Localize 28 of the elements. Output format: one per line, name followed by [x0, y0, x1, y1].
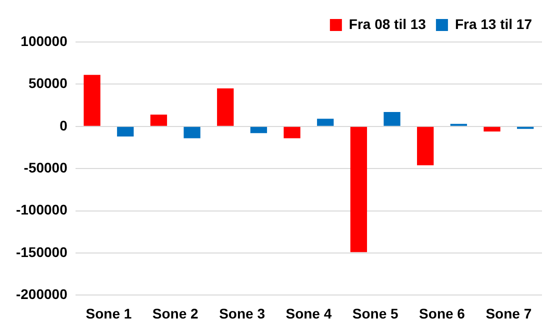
x-tick-label: Sone 5 — [352, 305, 399, 322]
bar — [317, 118, 334, 126]
bar — [284, 126, 300, 138]
bar — [384, 112, 400, 126]
y-tick-label: -200000 — [16, 286, 68, 302]
x-tick-label: Sone 7 — [486, 305, 532, 322]
x-tick-label: Sone 4 — [286, 305, 332, 322]
y-tick-label: 100000 — [20, 32, 68, 49]
y-tick-label: 0 — [60, 117, 68, 134]
bar — [217, 88, 234, 126]
x-tick-label: Sone 1 — [86, 305, 132, 322]
y-tick-label: 50000 — [28, 75, 68, 92]
y-tick-label: -100000 — [16, 202, 68, 218]
x-tick-label: Sone 3 — [219, 305, 266, 322]
bar — [484, 126, 500, 132]
y-tick-label: -150000 — [16, 244, 68, 260]
bar — [184, 126, 200, 138]
bar — [150, 114, 168, 126]
bar — [350, 126, 368, 252]
legend-label: Fra 13 til 17 — [454, 16, 532, 32]
y-tick-label: -50000 — [24, 159, 68, 176]
bar — [250, 126, 268, 134]
bar — [117, 126, 134, 137]
x-tick-label: Sone 2 — [152, 305, 199, 322]
bar — [417, 126, 434, 166]
x-tick-label: Sone 6 — [419, 305, 466, 322]
bar — [84, 74, 100, 126]
legend-label: Fra 08 til 13 — [348, 16, 426, 32]
